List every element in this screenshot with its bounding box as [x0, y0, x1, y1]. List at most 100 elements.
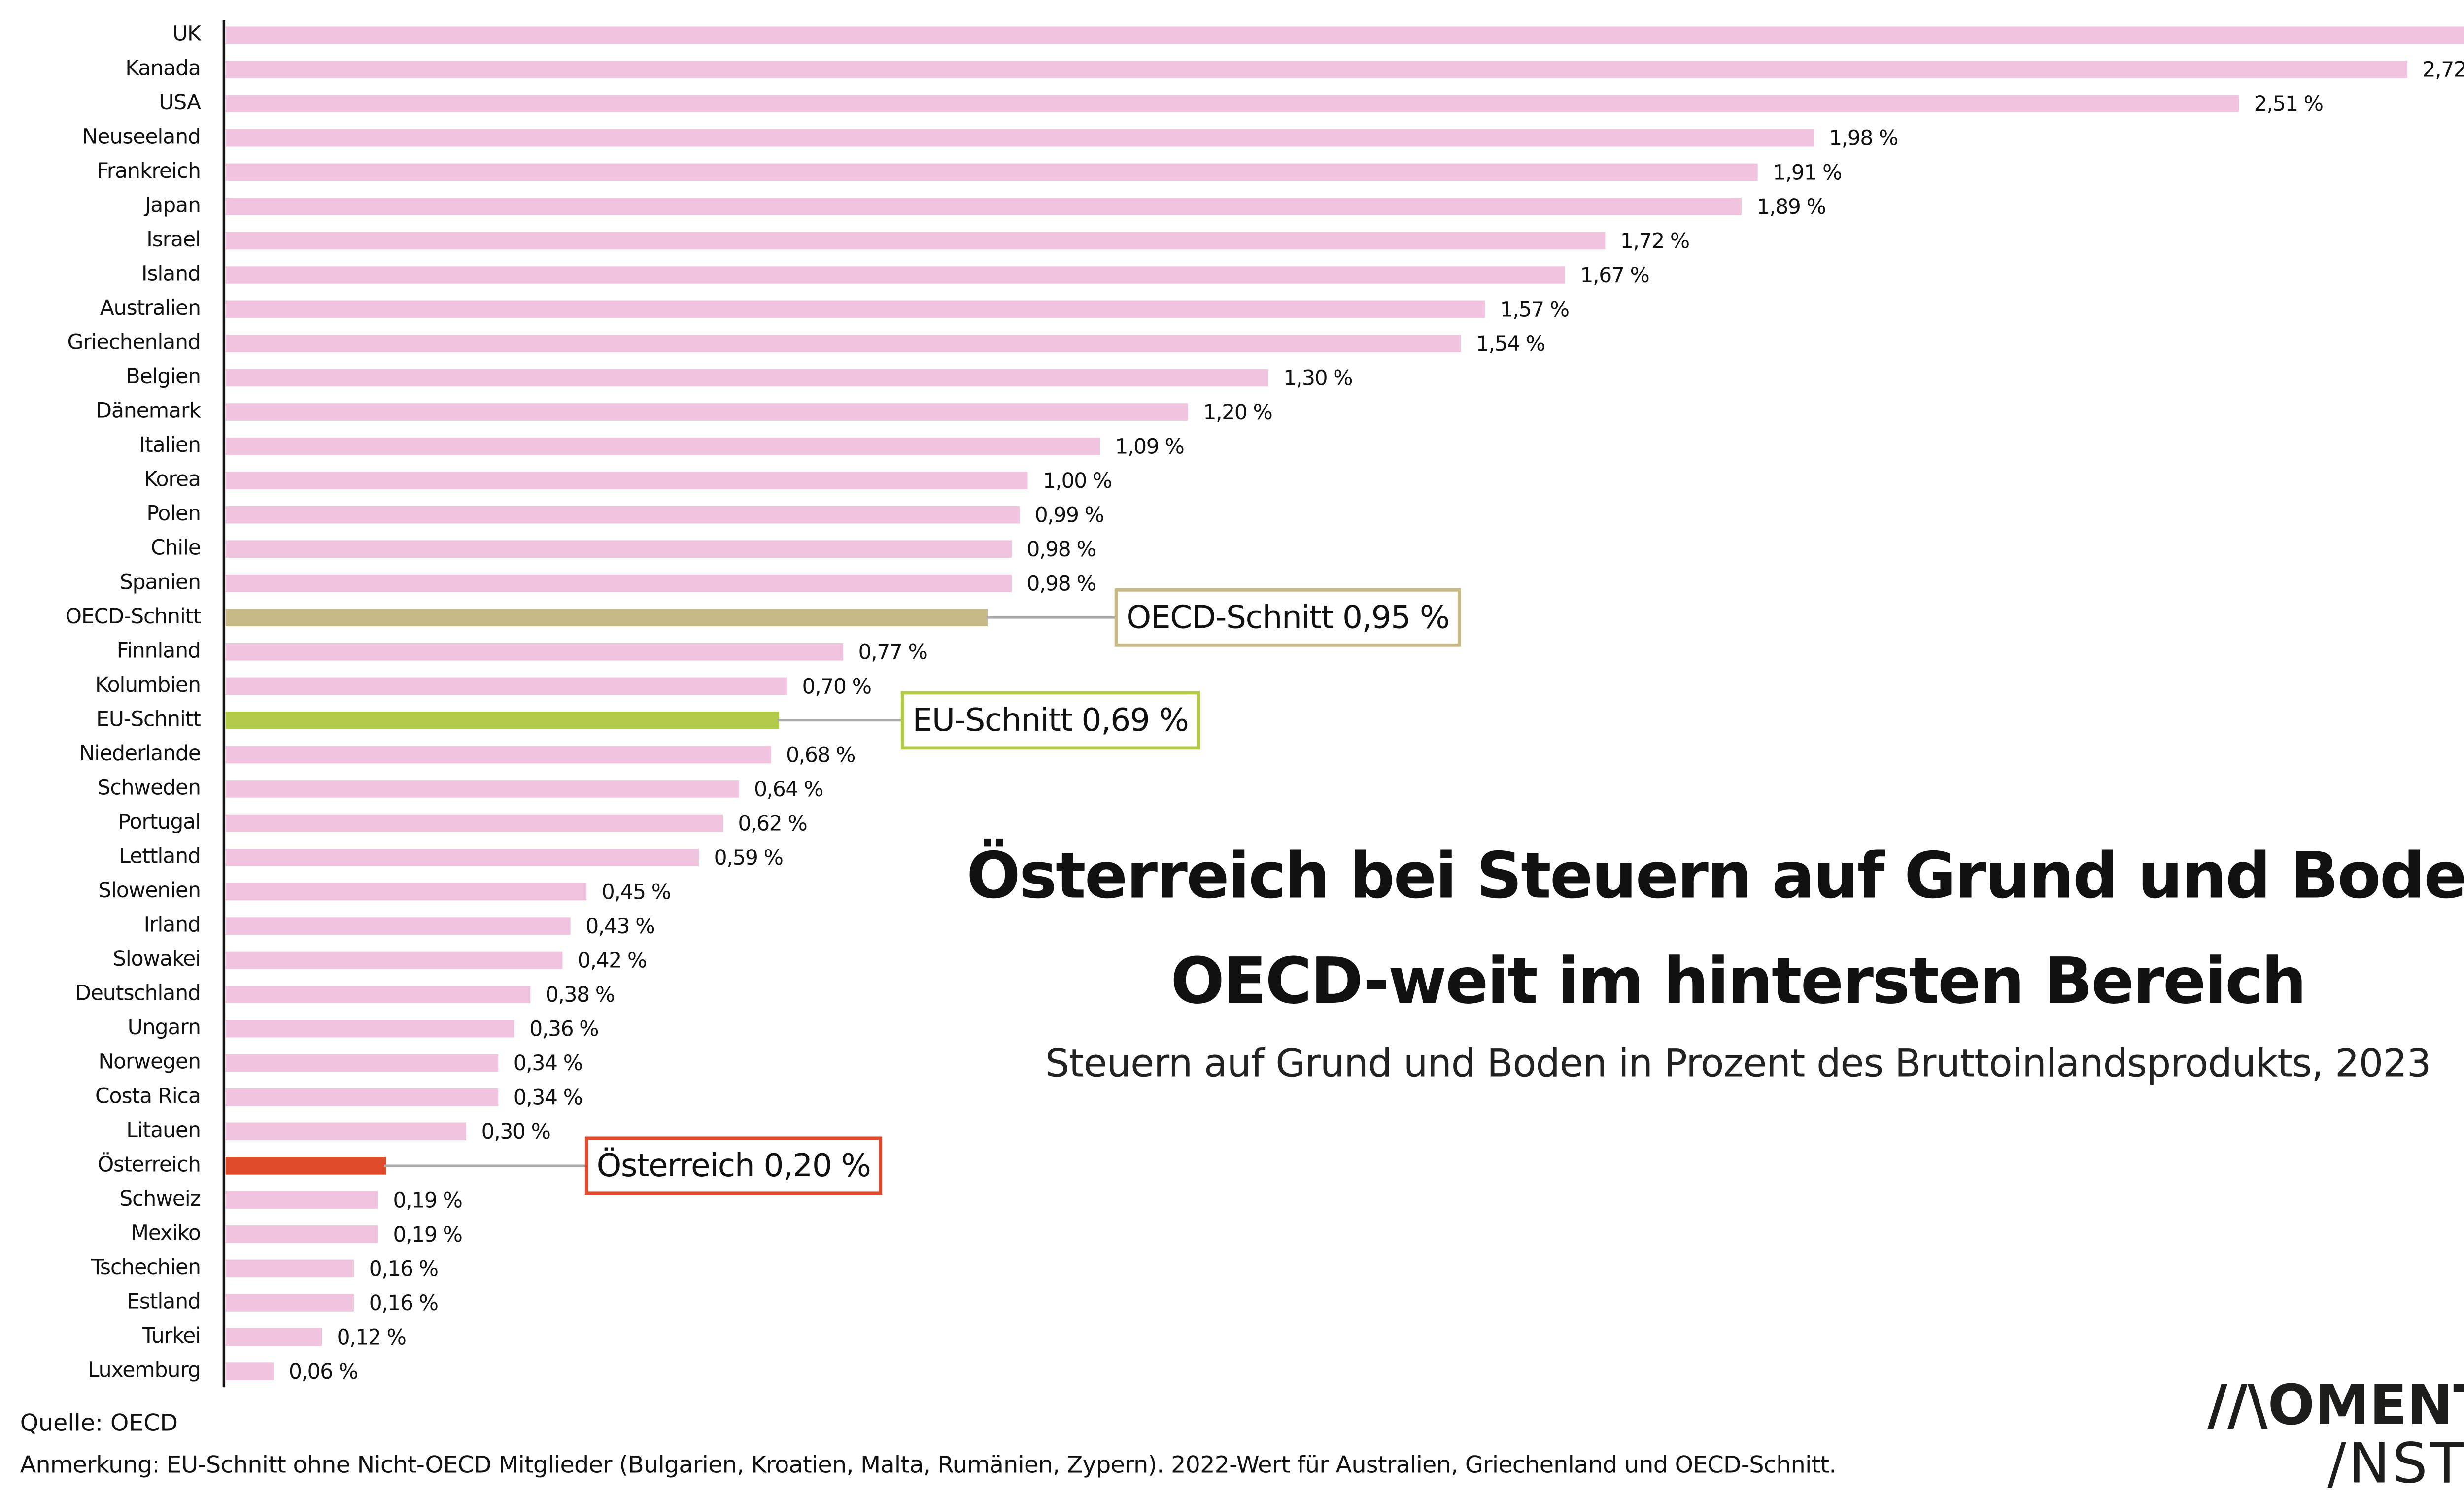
category-label-oecd-schnitt: OECD-Schnitt	[66, 604, 201, 628]
chart-title-line1: Österreich bei Steuern auf Grund und Bod…	[966, 839, 2464, 913]
bar-danemark	[225, 403, 1189, 421]
bar-belgien	[225, 369, 1268, 387]
bar-niederlande	[225, 746, 771, 764]
value-label-griechenland: 1,54 %	[1476, 332, 1545, 356]
chart-title-line2: OECD-weit im hintersten Bereich	[1170, 944, 2306, 1018]
category-label-danemark: Dänemark	[96, 399, 201, 423]
bar-korea	[225, 472, 1028, 489]
callout-box-eu-schnitt	[900, 691, 1200, 750]
category-label-schweiz: Schweiz	[119, 1187, 201, 1211]
momentum-institut-logo: //\OMENTUM /NSTITUT	[2207, 1377, 2464, 1491]
value-label-belgien: 1,30 %	[1283, 366, 1352, 390]
value-label-neuseeland: 1,98 %	[1829, 126, 1898, 150]
bar-tschechien	[225, 1259, 354, 1278]
value-label-israel: 1,72 %	[1620, 229, 1689, 253]
value-label-australien: 1,57 %	[1500, 297, 1569, 321]
bar-spanien	[225, 574, 1012, 592]
category-label-kanada: Kanada	[125, 56, 201, 80]
bar-oecd-schnitt	[225, 609, 988, 627]
category-label-schweden: Schweden	[97, 775, 200, 799]
value-label-kolumbien: 0,70 %	[802, 674, 871, 698]
category-label-usa: USA	[159, 90, 201, 114]
category-label-tschechien: Tschechien	[91, 1255, 201, 1279]
value-label-litauen: 0,30 %	[481, 1120, 550, 1144]
category-label-spanien: Spanien	[120, 570, 201, 594]
category-label-israel: Israel	[146, 227, 201, 251]
value-label-ungarn: 0,36 %	[529, 1017, 598, 1041]
value-label-korea: 1,00 %	[1043, 469, 1112, 493]
value-label-costa-rica: 0,34 %	[513, 1086, 582, 1110]
chart-subtitle: Steuern auf Grund und Boden in Prozent d…	[1045, 1043, 2431, 1087]
bar-kolumbien	[225, 677, 787, 695]
value-label-portugal: 0,62 %	[738, 811, 807, 835]
callout-box-oecd-schnitt	[1114, 588, 1461, 647]
bar-schweden	[225, 780, 739, 798]
value-label-irland: 0,43 %	[585, 914, 654, 938]
callout-label-eu-schnitt: EU-Schnitt 0,69 %	[912, 702, 1188, 739]
category-label-osterreich: Österreich	[98, 1152, 201, 1176]
bar-mexiko	[225, 1225, 378, 1243]
value-label-polen: 0,99 %	[1035, 503, 1104, 527]
category-label-belgien: Belgien	[126, 364, 201, 388]
category-label-portugal: Portugal	[118, 810, 201, 834]
bar-island	[225, 266, 1566, 284]
bar-schweiz	[225, 1191, 378, 1209]
value-label-luxemburg: 0,06 %	[289, 1360, 358, 1384]
category-label-uk: UK	[172, 22, 202, 46]
category-label-norwegen: Norwegen	[98, 1050, 200, 1074]
bar-usa	[225, 95, 2239, 113]
bar-turkei	[225, 1328, 322, 1346]
footnote: Anmerkung: EU-Schnitt ohne Nicht-OECD Mi…	[20, 1452, 1837, 1479]
bar-uk	[225, 26, 2464, 44]
category-label-kolumbien: Kolumbien	[95, 673, 201, 697]
bar-eu-schnitt	[225, 712, 779, 729]
bar-slowakei	[225, 951, 563, 969]
value-label-slowakei: 0,42 %	[578, 949, 647, 973]
bar-norwegen	[225, 1054, 499, 1072]
category-label-lettland: Lettland	[119, 844, 201, 868]
category-label-island: Island	[141, 261, 201, 285]
value-label-slowenien: 0,45 %	[602, 880, 671, 904]
category-label-frankreich: Frankreich	[97, 159, 201, 183]
category-label-australien: Australien	[100, 296, 201, 320]
category-label-luxemburg: Luxemburg	[88, 1358, 201, 1382]
bar-deutschland	[225, 986, 531, 1003]
bar-litauen	[225, 1122, 467, 1141]
category-label-estland: Estland	[127, 1289, 201, 1313]
bar-chile	[225, 540, 1012, 558]
category-label-polen: Polen	[146, 501, 201, 525]
bar-irland	[225, 917, 571, 935]
value-label-norwegen: 0,34 %	[513, 1051, 582, 1075]
source-note: Quelle: OECD	[20, 1410, 178, 1438]
bar-griechenland	[225, 335, 1461, 352]
category-label-korea: Korea	[144, 467, 201, 491]
value-label-spanien: 0,98 %	[1027, 572, 1095, 596]
category-label-irland: Irland	[144, 913, 201, 937]
value-label-italien: 1,09 %	[1115, 435, 1184, 459]
category-label-eu-schnitt: EU-Schnitt	[96, 707, 201, 731]
bar-ungarn	[225, 1020, 514, 1038]
category-label-niederlande: Niederlande	[79, 741, 201, 765]
value-label-kanada: 2,72 %	[2423, 58, 2464, 82]
value-label-chile: 0,98 %	[1027, 537, 1095, 561]
callout-label-oecd-schnitt: OECD-Schnitt 0,95 %	[1127, 599, 1449, 636]
value-label-turkei: 0,12 %	[337, 1325, 406, 1349]
category-label-costa-rica: Costa Rica	[95, 1084, 201, 1108]
category-label-litauen: Litauen	[126, 1118, 201, 1142]
category-label-neuseeland: Neuseeland	[82, 124, 201, 148]
bar-kanada	[225, 60, 2408, 78]
category-label-ungarn: Ungarn	[128, 1015, 201, 1039]
value-label-island: 1,67 %	[1580, 263, 1649, 287]
bar-polen	[225, 506, 1020, 524]
value-label-schweiz: 0,19 %	[393, 1188, 462, 1212]
bar-australien	[225, 300, 1485, 318]
value-label-frankreich: 1,91 %	[1773, 160, 1842, 184]
logo-line2: /NSTITUT	[2327, 1430, 2464, 1496]
value-label-schweden: 0,64 %	[754, 777, 823, 801]
category-label-slowenien: Slowenien	[98, 878, 201, 902]
bar-costa-rica	[225, 1088, 499, 1106]
value-label-deutschland: 0,38 %	[546, 983, 615, 1007]
logo-line1: //\OMENTUM	[2207, 1372, 2464, 1438]
